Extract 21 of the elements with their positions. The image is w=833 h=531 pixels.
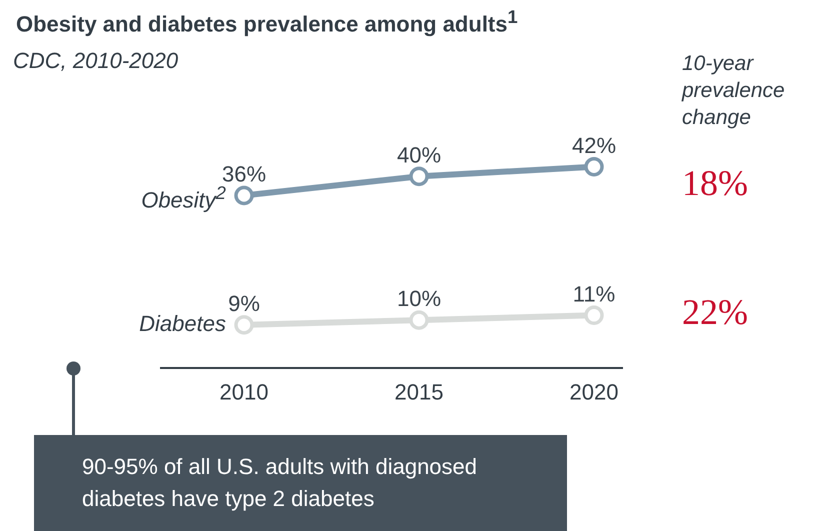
point bbox=[584, 306, 604, 326]
point bbox=[409, 310, 429, 330]
text: 18% bbox=[682, 162, 748, 204]
point bbox=[409, 166, 429, 186]
point bbox=[584, 157, 604, 176]
text: 10-year prevalence change bbox=[682, 51, 786, 131]
chart-title: Obesity and diabetes prevalence among adults$^{1}$ bbox=[16, 6, 518, 38]
data-label: 9% bbox=[228, 290, 260, 316]
x-tick-label: 2010 bbox=[220, 380, 268, 405]
data-label: 10% bbox=[396, 286, 442, 312]
point bbox=[234, 315, 254, 335]
x-tick-label: 2020 bbox=[570, 380, 618, 405]
series-label: Diabetes bbox=[139, 310, 226, 337]
data-label: 11% bbox=[572, 281, 616, 306]
chart-subtitle: CDC, 2010-2020 bbox=[13, 48, 178, 74]
data-label: 42% bbox=[572, 132, 616, 158]
x-tick-label: 2015 bbox=[394, 380, 444, 405]
point bbox=[234, 186, 254, 206]
text: 22% bbox=[682, 290, 748, 333]
text: 90-95% of all U.S. adults with diagnosed diabetes have type 2 diabetes bbox=[34, 435, 567, 531]
data-label: 40% bbox=[396, 142, 442, 168]
